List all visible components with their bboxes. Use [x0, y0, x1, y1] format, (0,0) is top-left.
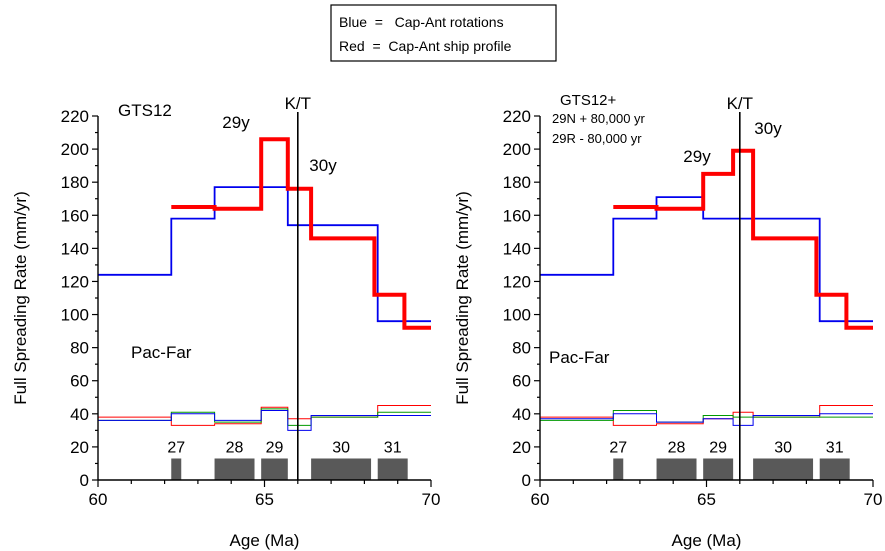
x-tick-label: 60 [531, 490, 550, 509]
legend-line-red: Red = Cap-Ant ship profile [339, 38, 512, 54]
chron-block-29 [703, 458, 734, 480]
y-tick-label: 200 [61, 140, 89, 159]
y-tick-label: 20 [70, 438, 89, 457]
y-tick-label: 120 [61, 272, 89, 291]
uncertainty-blue-series [98, 410, 431, 431]
x-tick-label: 60 [89, 490, 108, 509]
y-tick-label: 0 [522, 471, 531, 490]
chron-block-28 [214, 458, 255, 480]
y-tick-label: 40 [512, 405, 531, 424]
panel-title: GTS12 [118, 101, 172, 120]
red-profile-series [613, 148, 873, 330]
y-axis-label: Full Spreading Rate (mm/yr) [11, 191, 30, 405]
x-tick-label: 65 [255, 490, 274, 509]
x-axis-label: Age (Ma) [672, 531, 742, 550]
y-tick-label: 140 [61, 239, 89, 258]
y-tick-label: 60 [70, 372, 89, 391]
chron-label-30: 30 [332, 440, 350, 457]
legend-box [330, 4, 557, 62]
uncertainty-green-series [98, 408, 431, 426]
chron-block-29 [261, 458, 288, 480]
x-axis-label: Age (Ma) [230, 531, 300, 550]
chron-label-28: 28 [668, 440, 686, 457]
chron-label-28: 28 [226, 440, 244, 457]
y-tick-label: 20 [512, 438, 531, 457]
x-tick-label: 70 [864, 490, 883, 509]
y-tick-label: 100 [503, 306, 531, 325]
kt-label: K/T [727, 94, 753, 113]
y-tick-label: 80 [512, 339, 531, 358]
uncertainty-blue-series [540, 413, 873, 426]
chron-block-31 [819, 458, 850, 480]
panel-title: GTS12+ [560, 92, 617, 109]
chron-29y-label: 29y [683, 147, 711, 166]
chron-label-31: 31 [384, 440, 402, 457]
y-tick-label: 80 [70, 339, 89, 358]
chron-block-30 [753, 458, 814, 480]
panel-subtitle-line-1: 29N + 80,000 yr [552, 111, 646, 126]
chron-29y-label: 29y [222, 113, 250, 132]
y-tick-label: 100 [61, 306, 89, 325]
chron-block-27 [613, 458, 624, 480]
blue-rotations-series [540, 196, 873, 323]
chron-block-30 [311, 458, 372, 480]
chron-block-28 [656, 458, 697, 480]
chart-panel-gts12-plus: 27 28 29 30 31 K/T 0 20 40 60 80 100 120 140 160 180 200… [453, 92, 882, 550]
y-tick-label: 40 [70, 405, 89, 424]
uncertainty-green-series [540, 410, 873, 423]
y-tick-label: 60 [512, 372, 531, 391]
legend: Blue = Cap-Ant rotations Red = Cap-Ant s… [330, 4, 557, 62]
plate-pair-label: Pac-Far [131, 343, 192, 362]
y-tick-label: 160 [61, 206, 89, 225]
chron-30y-label: 30y [309, 156, 337, 175]
y-tick-label: 220 [503, 107, 531, 126]
y-tick-label: 0 [80, 471, 89, 490]
y-tick-label: 120 [503, 272, 531, 291]
chron-label-30: 30 [774, 440, 792, 457]
chron-label-27: 27 [609, 440, 627, 457]
blue-rotations-series [98, 186, 431, 323]
chron-label-31: 31 [826, 440, 844, 457]
chron-block-27 [171, 458, 182, 480]
red-profile-series [171, 137, 431, 330]
y-tick-label: 180 [61, 173, 89, 192]
y-tick-label: 220 [61, 107, 89, 126]
kt-label: K/T [285, 94, 311, 113]
chron-label-29: 29 [709, 440, 727, 457]
chron-30y-label: 30y [754, 119, 782, 138]
y-tick-label: 180 [503, 173, 531, 192]
y-tick-label: 140 [503, 239, 531, 258]
legend-line-blue: Blue = Cap-Ant rotations [339, 14, 504, 30]
x-tick-label: 65 [697, 490, 716, 509]
chron-label-27: 27 [167, 440, 185, 457]
y-tick-label: 160 [503, 206, 531, 225]
y-axis-label: Full Spreading Rate (mm/yr) [453, 191, 472, 405]
chart-panel-gts12: 27 28 29 30 31 K/T 0 20 40 60 80 100 120 140 160 180 200… [11, 94, 440, 550]
chron-block-31 [377, 458, 408, 480]
x-tick-label: 70 [422, 490, 441, 509]
y-tick-label: 200 [503, 140, 531, 159]
chron-label-29: 29 [266, 440, 284, 457]
panel-subtitle-line-2: 29R - 80,000 yr [552, 131, 642, 146]
plate-pair-label: Pac-Far [549, 348, 610, 367]
